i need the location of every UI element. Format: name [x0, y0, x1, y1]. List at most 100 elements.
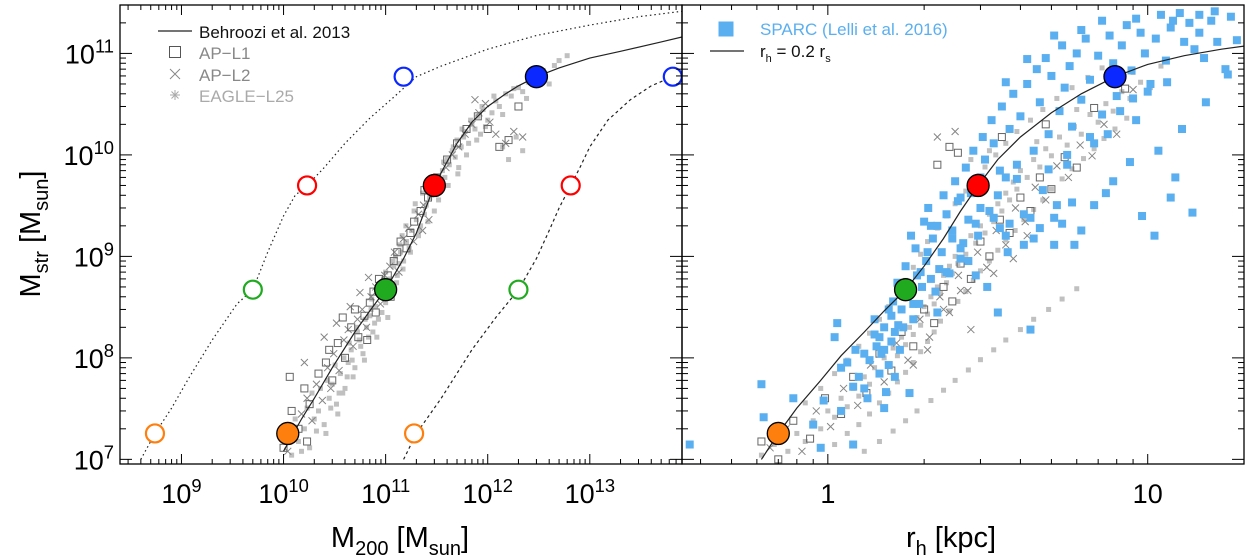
sparc-point — [985, 207, 994, 216]
eagle-point — [352, 365, 358, 371]
ap-l2-point — [518, 133, 527, 141]
left-legend: Behroozi et al. 2013 AP−L1 AP−L2 EAGLE−L25 — [158, 23, 350, 106]
ap-l2-point — [344, 325, 353, 334]
y-tick-label-exp: 8 — [104, 340, 114, 361]
ap-l1-point — [1090, 103, 1099, 112]
sparc-point — [1009, 89, 1018, 98]
legend-label-rh-part: r — [760, 42, 766, 61]
ap-l1-point — [806, 434, 815, 443]
x-axis-label-left-part: 200 — [355, 538, 388, 557]
eagle-point — [360, 351, 366, 357]
sparc-point — [971, 271, 980, 280]
eagle-point — [1017, 168, 1023, 174]
ap-l1-point — [920, 305, 929, 314]
eagle-point — [442, 174, 448, 180]
filled-circle-marker — [766, 421, 790, 446]
ap-l2-point — [364, 273, 373, 282]
eagle-point — [340, 390, 346, 396]
eagle-point — [513, 134, 519, 140]
sparc-point — [1166, 23, 1175, 32]
x-tick-label-exp: 12 — [493, 475, 513, 496]
eagle-point — [468, 117, 474, 123]
ap-l1-point — [406, 229, 415, 238]
sparc-point — [948, 226, 957, 235]
sparc-point — [816, 443, 825, 452]
eagle-point — [551, 63, 557, 69]
eagle-point — [472, 126, 478, 132]
eagle-point — [1048, 186, 1054, 192]
sparc-point — [933, 221, 942, 230]
eagle-point — [1017, 327, 1023, 333]
y-axis-label-part: [M — [15, 211, 47, 251]
eagle-point — [491, 93, 497, 99]
ap-l1-point — [985, 252, 994, 261]
sparc-point — [923, 248, 932, 257]
sparc-point — [837, 406, 846, 415]
eagle-point — [341, 355, 347, 361]
sparc-point — [1058, 41, 1067, 50]
sparc-point — [1175, 9, 1184, 18]
sparc-point — [993, 191, 1002, 200]
x-tick-label: 1010 — [258, 475, 308, 509]
ap-l2-point — [1112, 130, 1121, 139]
axis-labels: M200 [Msun] rh [kpc]Mstr [Msun] — [15, 171, 996, 557]
sparc-point — [1163, 78, 1172, 87]
eagle-point — [982, 230, 988, 236]
eagle-point — [423, 202, 429, 208]
eagle-point — [995, 201, 1001, 207]
eagle-point — [977, 223, 983, 229]
sparc-point — [1213, 37, 1222, 46]
eagle-point — [925, 338, 931, 344]
sparc-point — [942, 268, 951, 277]
legend-label-rh-part: h — [766, 53, 772, 65]
x-tick-label-base: 10 — [361, 479, 391, 509]
legend-label: EAGLE−L25 — [199, 87, 294, 106]
eagle-point — [758, 452, 764, 458]
sparc-point — [1019, 210, 1028, 219]
eagle-point — [459, 126, 465, 132]
sparc-point — [880, 345, 889, 354]
open-circle-marker — [296, 175, 318, 196]
eagle-point — [818, 426, 824, 432]
ap-l2-point — [362, 323, 371, 332]
ap-l2-point — [1053, 162, 1061, 170]
eagle-point — [401, 258, 407, 264]
dashed-curve — [403, 76, 674, 460]
eagle-point — [482, 124, 488, 130]
sparc-point — [809, 420, 818, 429]
sparc-point — [1081, 34, 1090, 43]
eagle-point — [289, 452, 295, 458]
eagle-point — [316, 408, 322, 414]
ap-l2-point — [320, 333, 329, 342]
sparc-point — [1058, 219, 1067, 228]
ap-l1-point — [1072, 163, 1081, 172]
eagle-point — [963, 251, 969, 257]
eagle-point — [1059, 176, 1065, 182]
y-tick-label-exp: 7 — [104, 441, 114, 462]
eagle-point — [1034, 139, 1040, 145]
ap-l1-point — [1016, 193, 1025, 202]
ap-l2-point — [982, 263, 991, 272]
eagle-point — [328, 405, 334, 411]
ap-l1-point — [948, 297, 957, 306]
sparc-point — [1207, 16, 1216, 25]
eagle-point — [375, 316, 381, 322]
sparc-point — [1226, 12, 1235, 21]
sparc-point — [1047, 71, 1056, 80]
ap-l1-point — [909, 342, 918, 351]
y-tick-label-base: 10 — [65, 39, 95, 69]
ap-l1-point — [338, 313, 347, 322]
sparc-point — [1195, 28, 1204, 37]
sparc-point — [1223, 70, 1232, 79]
eagle-point — [1040, 107, 1046, 113]
eagle-point — [508, 93, 514, 99]
sparc-point — [1070, 240, 1079, 249]
sparc-point — [1077, 95, 1086, 104]
sparc-point — [1098, 16, 1107, 25]
eagle-point — [391, 263, 397, 269]
sparc-point — [1023, 55, 1032, 64]
ap-l1-point — [341, 353, 350, 362]
ap-l1-point — [350, 305, 359, 314]
sparc-point — [995, 224, 1004, 233]
y-tick-label-base: 10 — [74, 445, 104, 475]
